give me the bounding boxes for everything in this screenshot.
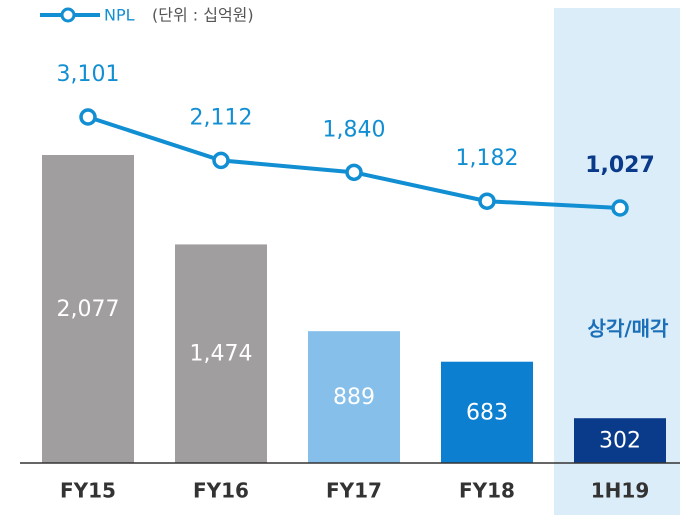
legend-label: NPL bbox=[104, 6, 135, 25]
bar-value-label: 683 bbox=[466, 400, 508, 425]
npl-value-label: 2,112 bbox=[190, 105, 253, 130]
bar bbox=[42, 155, 134, 463]
annotation: 상각/매각 bbox=[588, 317, 670, 341]
x-tick-label: 1H19 bbox=[591, 479, 650, 503]
bar bbox=[175, 244, 267, 463]
x-tick-label: FY18 bbox=[459, 479, 515, 503]
npl-marker bbox=[345, 163, 363, 182]
bar bbox=[308, 331, 400, 463]
npl-value-label: 3,101 bbox=[57, 62, 120, 87]
legend-marker bbox=[60, 7, 76, 23]
npl-marker bbox=[79, 108, 97, 126]
bar bbox=[441, 361, 533, 463]
x-tick-label: FY15 bbox=[60, 479, 116, 503]
npl-value-label: 1,182 bbox=[456, 146, 519, 171]
bar-value-label: 889 bbox=[333, 385, 375, 410]
x-tick-label: FY16 bbox=[193, 479, 249, 503]
npl-marker bbox=[212, 151, 230, 170]
bar-value-label: 2,077 bbox=[57, 297, 120, 322]
npl-value-label: 1,840 bbox=[323, 117, 386, 142]
bar bbox=[574, 418, 666, 463]
bar-value-label: 302 bbox=[599, 429, 641, 454]
npl-marker bbox=[478, 192, 496, 210]
npl-marker bbox=[611, 199, 629, 217]
npl-value-label: 1,027 bbox=[585, 153, 655, 178]
unit-label: (단위 : 십억원) bbox=[152, 6, 254, 25]
bar-value-label: 1,474 bbox=[190, 342, 253, 367]
x-tick-label: FY17 bbox=[326, 479, 382, 503]
